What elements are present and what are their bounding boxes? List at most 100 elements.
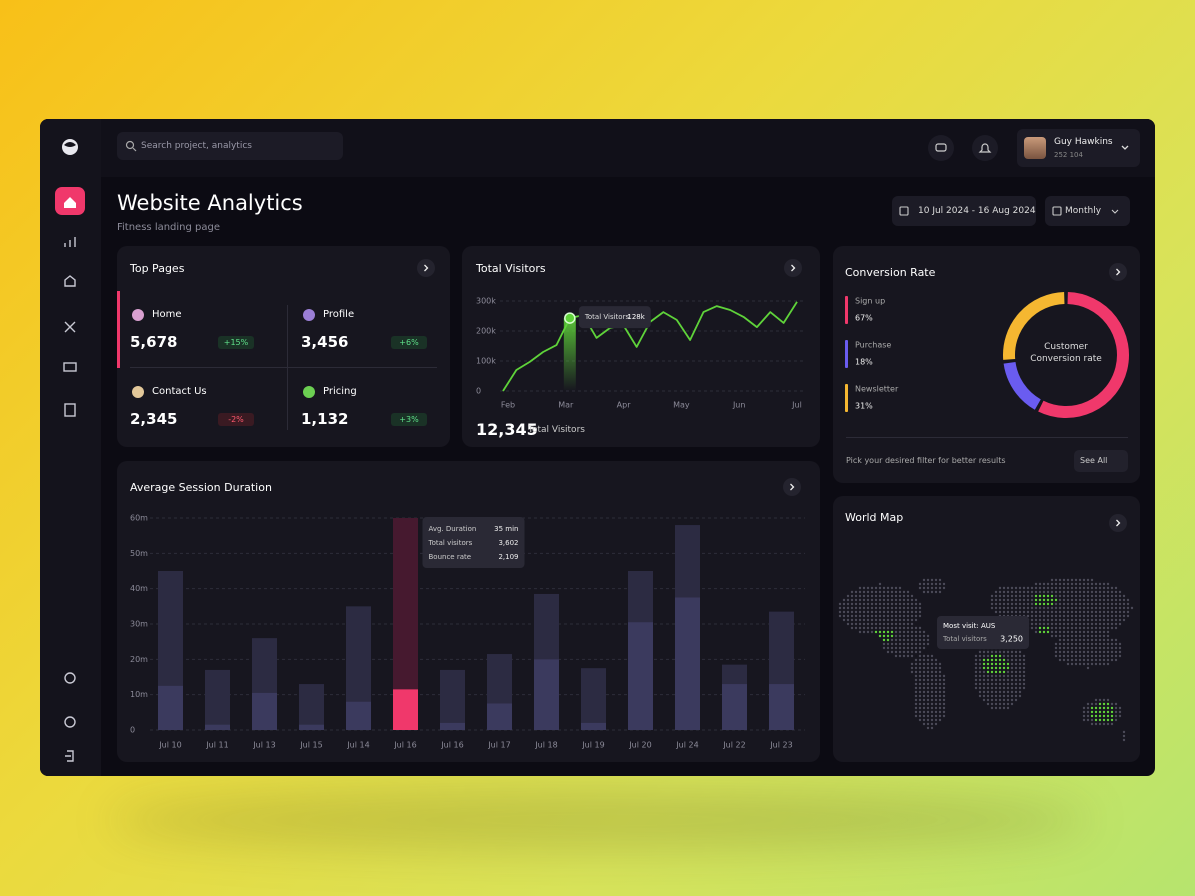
map-dot: [1042, 622, 1046, 626]
nav-apps[interactable]: [64, 321, 76, 333]
map-dot: [862, 610, 866, 614]
map-dot: [1090, 626, 1094, 630]
map-dot: [1110, 618, 1114, 622]
map-dot: [1042, 630, 1046, 634]
map-dot: [1022, 590, 1026, 594]
y-tick-label: 0: [130, 726, 135, 735]
map-dot: [1082, 590, 1086, 594]
map-dot: [894, 618, 898, 622]
map-dot: [926, 638, 930, 642]
map-dot: [1098, 650, 1102, 654]
map-dot: [1006, 586, 1010, 590]
nav-security[interactable]: [64, 275, 76, 287]
map-dot: [862, 626, 866, 630]
map-dot: [998, 594, 1002, 598]
map-dot: [1082, 594, 1086, 598]
period-button[interactable]: [1045, 196, 1130, 226]
map-dot: [1034, 626, 1038, 630]
map-dot: [1078, 638, 1082, 642]
map-dot: [1034, 582, 1038, 586]
map-dot: [1086, 654, 1090, 658]
map-dot: [994, 602, 998, 606]
map-dot: [1118, 610, 1122, 614]
map-dot: [906, 650, 910, 654]
map-dot: [1030, 590, 1034, 594]
nav-analytics[interactable]: [64, 237, 76, 247]
map-dot: [974, 666, 978, 670]
map-dot: [994, 694, 998, 698]
legend-bar: [845, 340, 848, 368]
map-dot: [894, 650, 898, 654]
map-dot: [1082, 718, 1086, 722]
map-dot: [1014, 686, 1018, 690]
nav-reports[interactable]: [64, 403, 76, 417]
active-indicator: [117, 291, 120, 368]
map-dot: [1010, 670, 1014, 674]
map-dot: [1026, 594, 1030, 598]
map-dot: [862, 602, 866, 606]
nav-theme[interactable]: [64, 672, 76, 684]
map-dot: [990, 598, 994, 602]
map-dot: [854, 622, 858, 626]
map-dot: [1018, 674, 1022, 678]
map-dot: [1030, 626, 1034, 630]
map-dot: [906, 630, 910, 634]
map-dot: [1014, 674, 1018, 678]
map-dot: [1086, 646, 1090, 650]
map-dot: [1122, 602, 1126, 606]
map-dot: [1074, 578, 1078, 582]
card-more-button[interactable]: [784, 259, 802, 277]
map-dot: [1082, 622, 1086, 626]
messages-button[interactable]: [928, 135, 954, 161]
map-dot: [1022, 586, 1026, 590]
map-dot: [1046, 618, 1050, 622]
map-dot: [934, 578, 938, 582]
map-dot: [1122, 738, 1126, 742]
map-dot: [1006, 682, 1010, 686]
map-dot: [1066, 586, 1070, 590]
map-dot: [922, 638, 926, 642]
map-dot: [1106, 634, 1110, 638]
map-dot: [978, 678, 982, 682]
nav-billing[interactable]: [64, 716, 76, 728]
map-dot: [1058, 618, 1062, 622]
map-dot: [878, 606, 882, 610]
card-more-button[interactable]: [1109, 514, 1127, 532]
map-dot: [982, 666, 986, 670]
notifications-button[interactable]: [972, 135, 998, 161]
map-dot: [922, 706, 926, 710]
map-dot: [902, 610, 906, 614]
map-dot: [1002, 682, 1006, 686]
map-dot: [846, 606, 850, 610]
map-dot: [994, 670, 998, 674]
nav-logout[interactable]: [65, 750, 74, 762]
map-dot: [1122, 614, 1126, 618]
search-box[interactable]: [117, 132, 343, 160]
card-more-button[interactable]: [783, 478, 801, 496]
date-range: 10 Jul 2024 - 16 Aug 2024: [918, 206, 1036, 216]
map-dot: [922, 658, 926, 662]
map-dot: [974, 654, 978, 658]
map-dot: [990, 682, 994, 686]
date-range-button[interactable]: [892, 196, 1036, 226]
map-dot: [1114, 610, 1118, 614]
map-dot: [894, 642, 898, 646]
card-more-button[interactable]: [1109, 263, 1127, 281]
map-dot: [858, 598, 862, 602]
map-dot: [1046, 586, 1050, 590]
map-dot: [1098, 602, 1102, 606]
map-dot: [1038, 618, 1042, 622]
map-dot: [1094, 610, 1098, 614]
map-dot: [1062, 610, 1066, 614]
see-all-button[interactable]: [1074, 450, 1128, 472]
map-dot: [890, 622, 894, 626]
card-more-button[interactable]: [417, 259, 435, 277]
map-dot: [1014, 666, 1018, 670]
nav-devices[interactable]: [63, 362, 77, 372]
map-dot: [930, 582, 934, 586]
map-dot: [1086, 650, 1090, 654]
map-dot: [1038, 626, 1042, 630]
map-dot: [934, 722, 938, 726]
map-dot: [1078, 630, 1082, 634]
